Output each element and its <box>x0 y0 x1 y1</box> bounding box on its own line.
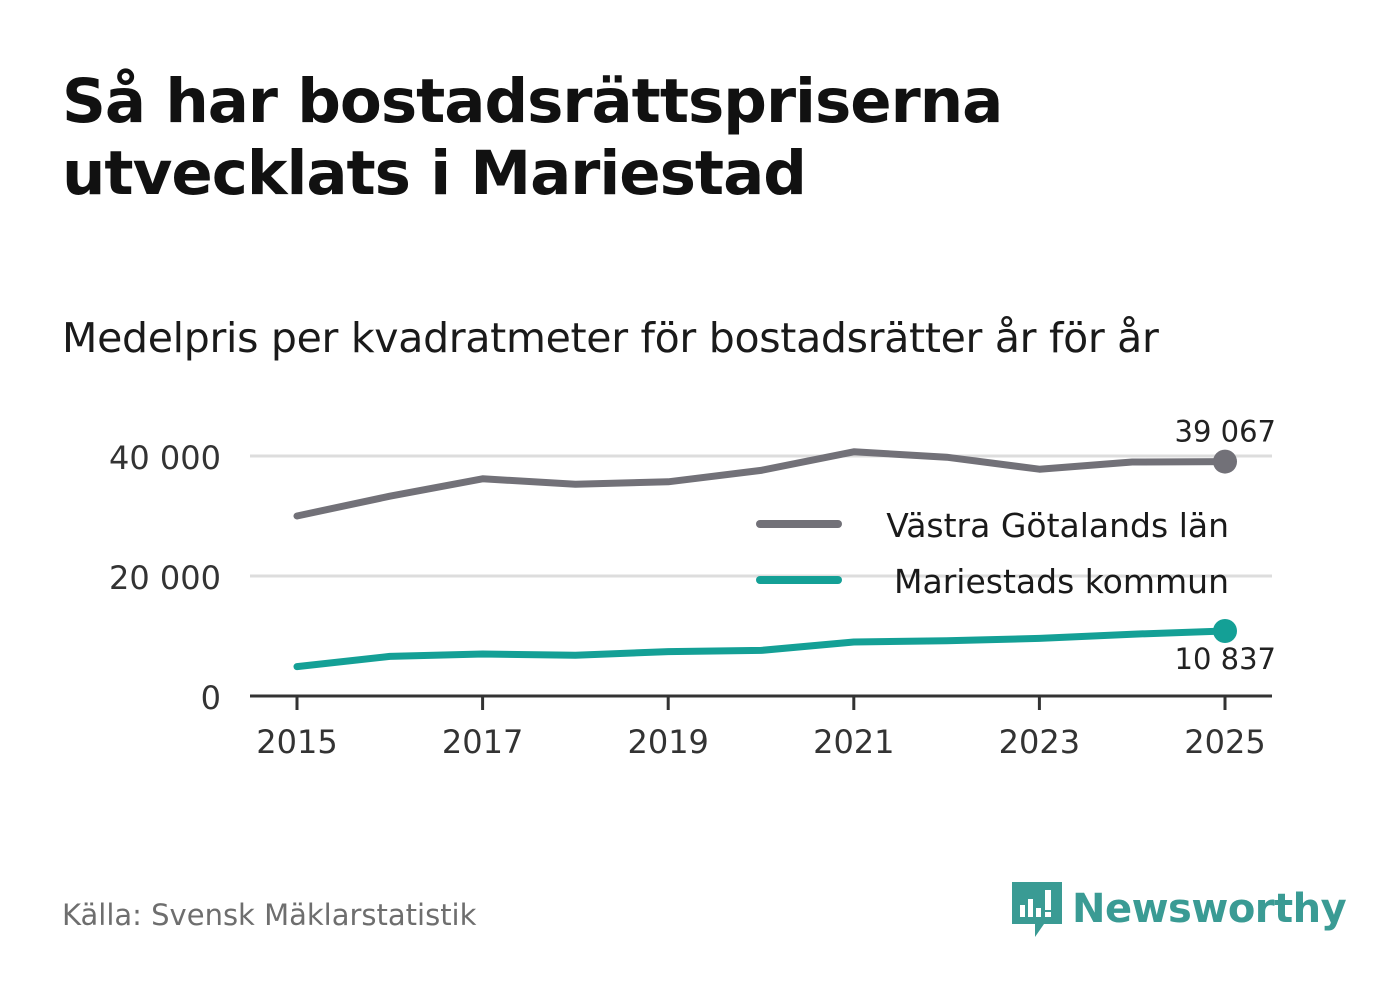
series-line-0 <box>293 448 1229 520</box>
x-tick-label-2017: 2017 <box>442 723 523 761</box>
y-tick-label-0: 0 <box>201 679 221 717</box>
y-tick-label-40000: 40 000 <box>109 439 221 477</box>
x-tick-label-2023: 2023 <box>999 723 1080 761</box>
legend-label-1: Mariestads kommun <box>894 562 1229 601</box>
data-labels: 39 067 10 837 <box>1175 415 1276 676</box>
x-tick-label-2015: 2015 <box>256 723 337 761</box>
legend: Västra Götalands län Mariestads kommun <box>756 506 1229 601</box>
series-end-marker-1 <box>1213 618 1237 643</box>
series-end-label-1: 10 837 <box>1175 642 1276 676</box>
source-note: Källa: Svensk Mäklarstatistik <box>62 898 477 932</box>
series-line-1 <box>293 627 1229 671</box>
chart-subtitle: Medelpris per kvadratmeter för bostadsrä… <box>62 314 1159 362</box>
series-lines <box>293 448 1237 671</box>
brand-name: Newsworthy <box>1072 886 1347 932</box>
x-tick-label-2021: 2021 <box>813 723 894 761</box>
brand-logo: Newsworthy <box>1010 878 1347 940</box>
newsworthy-logo-icon <box>1012 882 1062 937</box>
x-tick-label-2019: 2019 <box>627 723 708 761</box>
chart-title: Så har bostadsrättspriserna utvecklats i… <box>62 66 1003 209</box>
y-tick-label-20000: 20 000 <box>109 559 221 597</box>
legend-label-0: Västra Götalands län <box>886 506 1229 545</box>
axes: 0 20 000 40 000 2015 2017 2019 2021 2023 2025 <box>109 439 1272 761</box>
series-end-label-0: 39 067 <box>1175 415 1276 449</box>
series-end-marker-0 <box>1213 449 1237 474</box>
x-tick-label-2025: 2025 <box>1184 723 1265 761</box>
